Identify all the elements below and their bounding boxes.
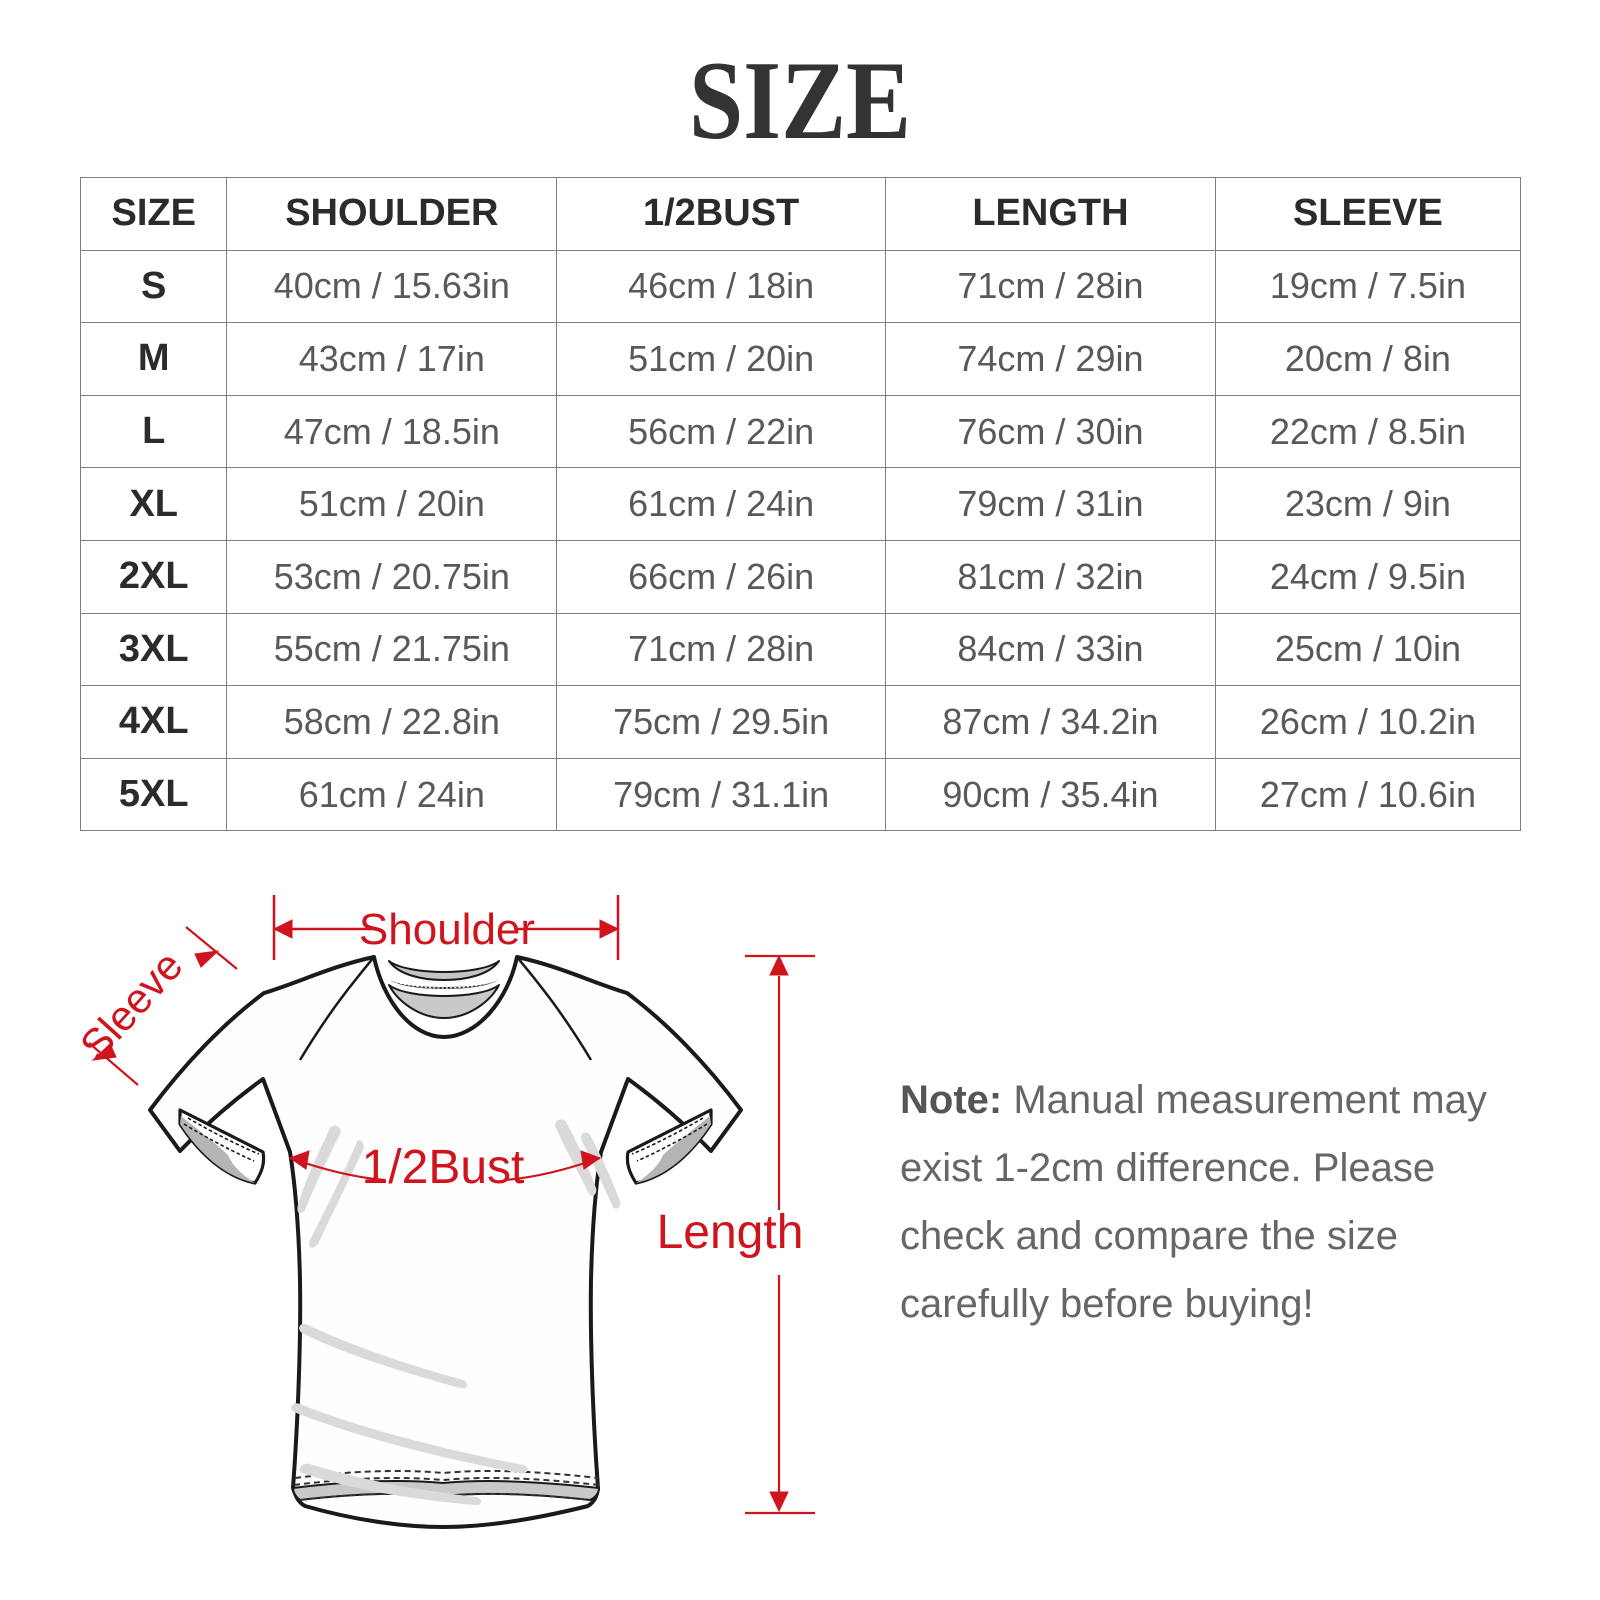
svg-text:Shoulder: Shoulder <box>359 905 535 954</box>
svg-text:Length: Length <box>657 1206 804 1259</box>
svg-text:1/2Bust: 1/2Bust <box>362 1141 525 1194</box>
svg-text:Sleeve: Sleeve <box>71 942 192 1069</box>
